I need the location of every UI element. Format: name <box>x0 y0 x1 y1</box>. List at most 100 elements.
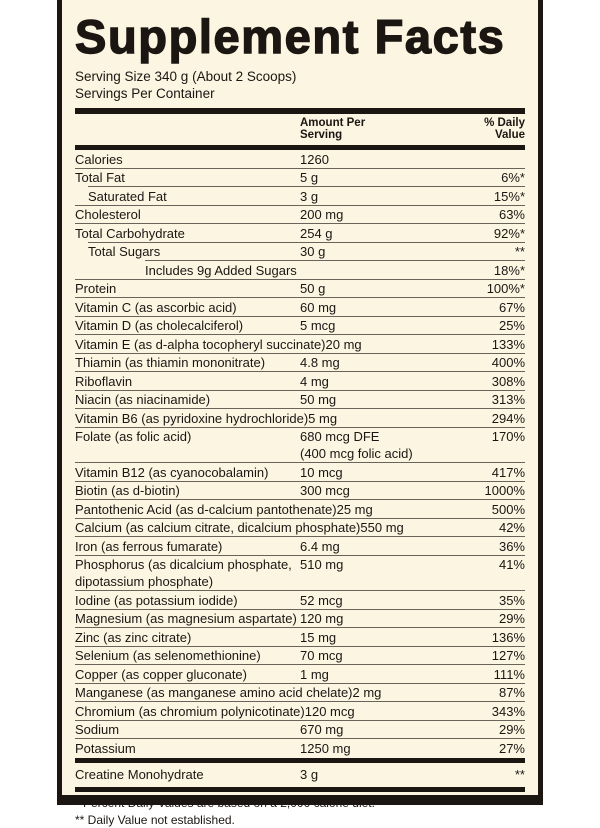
nutrient-amount-text: 5 mcg <box>300 317 450 334</box>
nutrient-name-text: Saturated Fat <box>88 188 300 205</box>
nutrient-name: Biotin (as d-biotin) <box>75 482 300 499</box>
nutrient-amount: 5 g <box>300 169 450 186</box>
supplement-facts-label: Supplement Facts Serving Size 340 g (Abo… <box>57 0 543 805</box>
nutrient-dv: 1000% <box>450 482 525 499</box>
nutrient-dv-text: 343% <box>452 703 525 720</box>
nutrient-amount-text: 6.4 mg <box>300 538 450 555</box>
nutrient-dv-text: 41% <box>450 556 525 573</box>
dv-header: % Daily <box>450 118 525 130</box>
nutrient-name: Calcium (as calcium citrate, dicalcium p… <box>75 519 360 536</box>
nutrient-dv: 6%* <box>450 169 525 186</box>
nutrient-name-text: Chromium (as chromium polynicotinate) <box>75 703 305 720</box>
nutrient-amount-text: 2 mg <box>353 684 468 701</box>
nutrient-name: Total Sugars <box>88 243 300 260</box>
nutrient-dv: 29% <box>450 721 525 738</box>
nutrient-amount: 15 mg <box>300 629 450 646</box>
nutrient-amount: 1250 mg <box>300 740 450 757</box>
nutrient-amount: 1 mg <box>300 666 450 683</box>
nutrient-amount-text: 5 g <box>300 169 450 186</box>
nutrient-amount: 52 mcg <box>300 592 450 609</box>
nutrient-amount-text: 550 mg <box>360 519 470 536</box>
nutrient-name-text: Iodine (as potassium iodide) <box>75 592 300 609</box>
nutrient-name: Saturated Fat <box>88 188 300 205</box>
nutrient-name: Potassium <box>75 740 300 757</box>
nutrient-amount: 5 mcg <box>300 317 450 334</box>
nutrient-amount <box>300 262 450 279</box>
table-row: Vitamin B6 (as pyridoxine hydrochloride)… <box>75 408 525 427</box>
table-row: Pantothenic Acid (as d-calcium pantothen… <box>75 499 525 518</box>
nutrient-name: Pantothenic Acid (as d-calcium pantothen… <box>75 501 337 518</box>
nutrient-amount-text: 60 mg <box>300 299 450 316</box>
footnote: ** Daily Value not established. <box>75 812 525 828</box>
nutrient-name-text: Copper (as copper gluconate) <box>75 666 300 683</box>
nutrient-amount: 4.8 mg <box>300 354 450 371</box>
nutrient-dv-text: 87% <box>468 684 526 701</box>
nutrient-amount-text: 25 mg <box>337 501 463 518</box>
label-title: Supplement Facts <box>75 15 525 59</box>
nutrient-dv: 41% <box>450 556 525 590</box>
nutrient-name: Protein <box>75 280 300 297</box>
nutrient-amount: 70 mcg <box>300 647 450 664</box>
nutrient-dv-text: 417% <box>450 464 525 481</box>
nutrient-amount-text: 52 mcg <box>300 592 450 609</box>
nutrient-amount-text: 1 mg <box>300 666 450 683</box>
nutrient-name-text: Calories <box>75 151 300 168</box>
nutrient-amount: 300 mcg <box>300 482 450 499</box>
nutrient-name: Chromium (as chromium polynicotinate) <box>75 703 305 720</box>
nutrient-amount: 670 mg <box>300 721 450 738</box>
nutrient-amount-text: 10 mcg <box>300 464 450 481</box>
nutrient-name: Creatine Monohydrate <box>75 763 300 787</box>
nutrient-amount: 30 g <box>300 243 450 260</box>
nutrient-dv-text: 500% <box>462 501 525 518</box>
nutrient-amount: 550 mg <box>360 519 470 536</box>
nutrient-name: Vitamin B6 (as pyridoxine hydrochloride) <box>75 410 308 427</box>
nutrient-amount: 2 mg <box>353 684 468 701</box>
nutrient-name-text: Vitamin C (as ascorbic acid) <box>75 299 300 316</box>
nutrient-dv <box>450 151 525 168</box>
nutrient-amount: 4 mg <box>300 373 450 390</box>
nutrient-dv-text: 111% <box>450 666 525 683</box>
nutrient-amount: 5 mg <box>308 410 453 427</box>
nutrient-name-text: Pantothenic Acid (as d-calcium pantothen… <box>75 501 337 518</box>
nutrient-amount-text: 70 mcg <box>300 647 450 664</box>
nutrient-dv-text: 25% <box>450 317 525 334</box>
nutrient-amount-text: 15 mg <box>300 629 450 646</box>
nutrient-amount: 510 mg <box>300 556 450 590</box>
nutrient-dv-text: ** <box>450 243 525 260</box>
nutrient-name-text: Phosphorus (as dicalcium phosphate, <box>75 556 300 573</box>
nutrient-dv-text: 29% <box>450 610 525 627</box>
nutrient-dv: 63% <box>450 206 525 223</box>
table-row: Folate (as folic acid)680 mcg DFE(400 mc… <box>75 427 525 463</box>
nutrient-dv-text: 67% <box>450 299 525 316</box>
table-row: Creatine Monohydrate 3 g ** <box>75 763 525 788</box>
nutrient-name: Total Fat <box>75 169 300 186</box>
nutrient-name: Calories <box>75 151 300 168</box>
nutrient-amount-text: 120 mg <box>300 610 450 627</box>
nutrient-name-text: Vitamin B6 (as pyridoxine hydrochloride) <box>75 410 308 427</box>
amount-header: Amount Per <box>300 118 450 130</box>
nutrient-dv-text: 42% <box>470 519 525 536</box>
dv-header-2: Value <box>450 130 525 142</box>
nutrient-name-text: Potassium <box>75 740 300 757</box>
nutrient-amount-text: 510 mg <box>300 556 450 573</box>
nutrient-name-text: Total Fat <box>75 169 300 186</box>
nutrient-amount-text: 1250 mg <box>300 740 450 757</box>
nutrient-amount: 3 g <box>300 763 450 787</box>
nutrient-dv: 87% <box>468 684 526 701</box>
nutrient-name: Cholesterol <box>75 206 300 223</box>
table-row: Vitamin E (as d-alpha tocopheryl succina… <box>75 334 525 353</box>
nutrient-dv: 35% <box>450 592 525 609</box>
nutrient-name-text: Calcium (as calcium citrate, dicalcium p… <box>75 519 360 536</box>
nutrient-dv: 500% <box>462 501 525 518</box>
